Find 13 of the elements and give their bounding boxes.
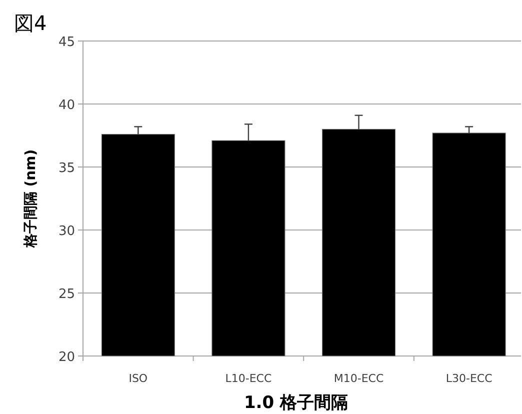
y-tick-label: 35: [58, 161, 75, 176]
y-tick-label: 25: [58, 287, 75, 302]
x-axis-title: 1.0 格子間隔: [244, 393, 348, 413]
x-tick-label: M10-ECC: [334, 372, 384, 385]
y-axis-title: 格子間隔 (nm): [23, 149, 39, 249]
x-tick-label: ISO: [128, 372, 148, 385]
y-tick-label: 40: [58, 98, 75, 113]
y-tick-label: 20: [58, 350, 75, 365]
x-tick-label: L30-ECC: [446, 372, 493, 385]
x-tick-label: L10-ECC: [225, 372, 272, 385]
chart-title: 図4: [14, 11, 47, 35]
y-tick-label: 45: [58, 35, 75, 50]
y-tick-label: 30: [58, 224, 75, 239]
